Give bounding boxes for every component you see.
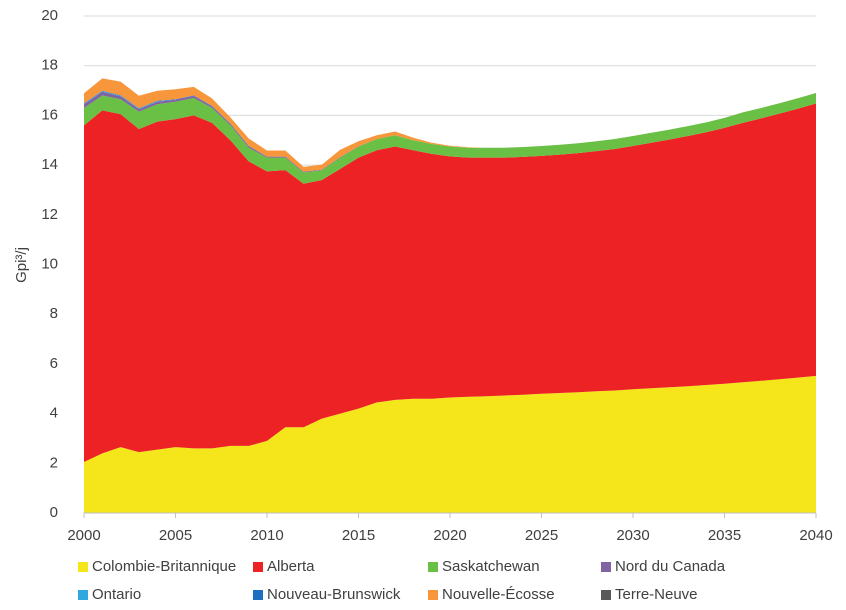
x-tick-label: 2035 — [708, 527, 741, 544]
y-tick-label: 16 — [41, 106, 58, 123]
x-tick-label: 2025 — [525, 527, 558, 544]
legend-label: Ontario — [92, 586, 141, 603]
x-tick-label: 2040 — [799, 527, 832, 544]
area — [84, 375, 816, 513]
legend-label: Alberta — [267, 558, 315, 575]
legend-swatch — [253, 562, 263, 572]
x-tick-label: 2000 — [67, 527, 100, 544]
x-tick-label: 2020 — [433, 527, 466, 544]
legend-swatch — [601, 562, 611, 572]
y-tick-label: 2 — [50, 454, 58, 471]
y-tick-label: 10 — [41, 255, 58, 272]
legend-swatch — [428, 590, 438, 600]
legend-swatch — [428, 562, 438, 572]
y-tick-label: 6 — [50, 355, 58, 372]
legend-label: Colombie-Britannique — [92, 558, 236, 575]
x-tick-label: 2010 — [250, 527, 283, 544]
legend-label: Terre-Neuve — [615, 586, 698, 603]
y-tick-label: 0 — [50, 504, 58, 521]
y-tick-label: 4 — [50, 405, 58, 422]
y-tick-label: 8 — [50, 305, 58, 322]
x-tick-label: 2005 — [159, 527, 192, 544]
legend-label: Nord du Canada — [615, 558, 726, 575]
legend-swatch — [253, 590, 263, 600]
y-tick-label: 20 — [41, 7, 58, 24]
y-tick-label: 12 — [41, 206, 58, 223]
legend-label: Saskatchewan — [442, 558, 540, 575]
y-tick-label: 18 — [41, 57, 58, 74]
area — [84, 103, 816, 463]
legend-label: Nouveau-Brunswick — [267, 586, 401, 603]
legend-swatch — [78, 590, 88, 600]
x-tick-label: 2030 — [616, 527, 649, 544]
legend-swatch — [601, 590, 611, 600]
area — [84, 93, 816, 184]
y-axis-label: Gpi³/j — [13, 247, 30, 283]
y-tick-label: 14 — [41, 156, 58, 173]
x-tick-label: 2015 — [342, 527, 375, 544]
legend-swatch — [78, 562, 88, 572]
legend-label: Nouvelle-Écosse — [442, 586, 555, 603]
